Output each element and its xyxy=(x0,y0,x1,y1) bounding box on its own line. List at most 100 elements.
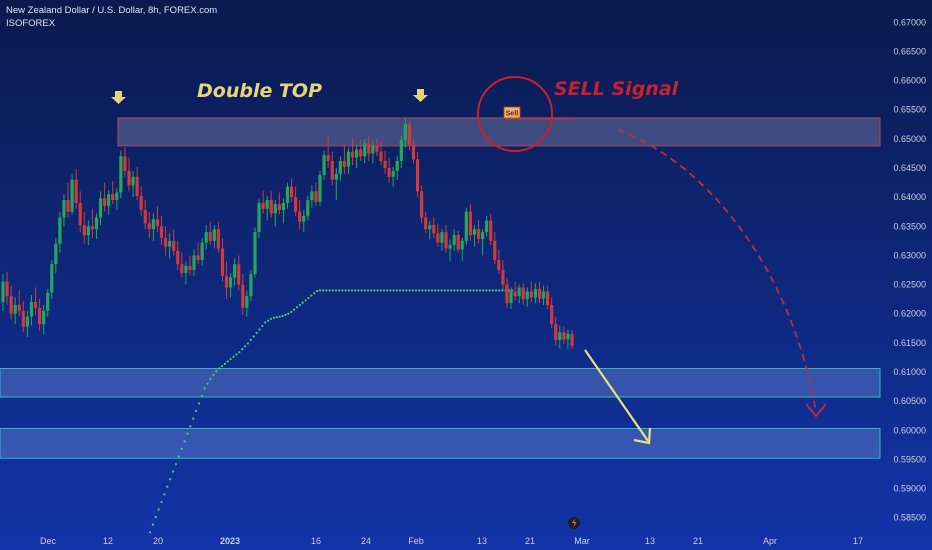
projection-arrow-red xyxy=(617,129,817,413)
candle-body xyxy=(151,219,155,230)
candle-body xyxy=(131,176,135,186)
stop-dot xyxy=(427,289,430,292)
candle xyxy=(86,220,90,245)
candle xyxy=(533,283,538,304)
y-tick-label: 0.66500 xyxy=(893,46,926,56)
candle-body xyxy=(103,198,107,206)
time-axis[interactable]: Dec 12 20 2023 16 24 Feb 13 21 Mar 13 21 Apr 17 xyxy=(40,536,863,546)
candle-body xyxy=(367,143,371,154)
candle xyxy=(66,182,70,218)
candle xyxy=(395,156,399,180)
stop-dot xyxy=(148,531,152,534)
candle xyxy=(233,258,237,286)
candle-body xyxy=(513,291,517,297)
candle xyxy=(411,138,416,164)
stop-dot xyxy=(402,289,405,292)
stop-dot xyxy=(160,500,163,504)
candle-body xyxy=(387,168,391,177)
candle xyxy=(172,229,176,256)
candle-body xyxy=(428,225,432,230)
candle-body xyxy=(541,291,546,299)
candle xyxy=(143,200,147,230)
stop-dot xyxy=(354,289,357,292)
stop-dot xyxy=(363,289,366,292)
candle-body xyxy=(497,260,501,270)
stop-dot xyxy=(301,301,304,304)
candle-body xyxy=(46,292,50,311)
candle-body xyxy=(456,235,460,250)
sell-badge-label: Sell xyxy=(506,111,519,118)
candle xyxy=(74,169,78,209)
candle-body xyxy=(359,149,363,157)
stop-dot xyxy=(249,338,252,342)
candle xyxy=(346,147,351,174)
candle xyxy=(127,157,131,192)
candle xyxy=(460,237,464,262)
candle-body xyxy=(440,232,444,243)
candle xyxy=(216,221,221,253)
candle xyxy=(269,191,273,218)
stop-dot xyxy=(241,348,244,351)
candle xyxy=(322,150,326,180)
x-tick-label: 20 xyxy=(153,536,163,546)
candle-body xyxy=(480,232,485,240)
candle-body xyxy=(517,287,521,297)
stop-dot xyxy=(258,328,261,331)
chart-author: ISOFOREX xyxy=(6,18,56,29)
candle xyxy=(424,211,428,234)
candle-body xyxy=(436,233,440,243)
candle xyxy=(220,237,225,282)
stop-dot xyxy=(376,289,379,292)
candle xyxy=(17,290,21,317)
candle-body xyxy=(265,200,269,209)
candle xyxy=(184,261,188,285)
candle-body xyxy=(86,226,90,236)
stop-dot xyxy=(408,289,411,292)
candle-body xyxy=(33,302,38,308)
candle xyxy=(139,186,143,216)
stop-dot xyxy=(267,319,270,322)
stop-dot xyxy=(440,289,443,292)
candle xyxy=(505,277,509,308)
candle xyxy=(249,269,253,301)
candle xyxy=(265,195,269,221)
candle-body xyxy=(322,155,326,176)
stop-dot xyxy=(154,515,157,519)
candle xyxy=(135,166,139,201)
stop-dot xyxy=(290,310,293,314)
stop-dot xyxy=(389,289,392,292)
stop-dot xyxy=(485,289,488,292)
candle xyxy=(472,225,477,247)
candle-body xyxy=(285,186,290,203)
y-tick-label: 0.62500 xyxy=(893,280,926,290)
stop-dot xyxy=(174,462,178,466)
candle xyxy=(330,151,334,186)
x-tick-label: 2023 xyxy=(220,536,240,546)
candle xyxy=(46,289,50,317)
candle xyxy=(566,330,570,349)
candle xyxy=(350,137,355,166)
candle xyxy=(42,304,46,335)
stop-dot xyxy=(169,478,172,481)
candle-body xyxy=(143,209,147,224)
candle-body xyxy=(115,192,119,201)
candle-body xyxy=(411,144,416,160)
sell-signal-circle xyxy=(477,76,553,152)
y-tick-label: 0.61500 xyxy=(893,338,926,348)
stop-dot xyxy=(220,365,224,368)
price-axis[interactable]: 0.67000 0.66500 0.66000 0.65500 0.65000 0.645… xyxy=(893,17,926,522)
candle-body xyxy=(29,302,34,317)
stop-dot xyxy=(366,289,370,292)
candle-body xyxy=(1,281,5,303)
candle-body xyxy=(37,307,42,325)
candle xyxy=(29,295,34,326)
x-tick-label: Feb xyxy=(408,536,424,546)
candle-body xyxy=(208,232,212,241)
candle xyxy=(480,229,485,256)
zones-layer xyxy=(0,117,881,459)
projection-arrow-yellow-head xyxy=(633,427,652,445)
candle-body xyxy=(570,334,574,346)
candle-body xyxy=(257,202,261,233)
